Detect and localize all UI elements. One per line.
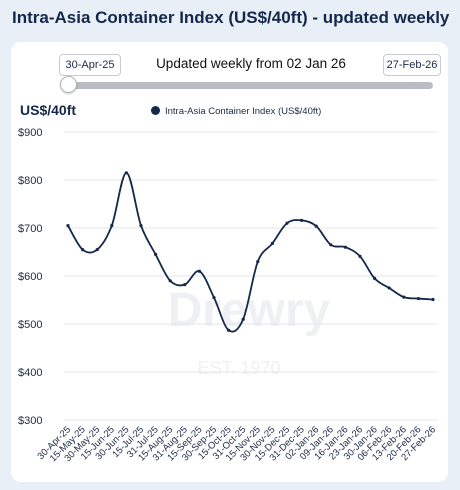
data-point[interactable] — [212, 296, 216, 300]
date-range-slider[interactable] — [66, 82, 433, 89]
data-point[interactable] — [168, 279, 172, 283]
y-axis-label: US$/40ft — [20, 102, 77, 118]
data-point[interactable] — [110, 224, 114, 228]
y-tick-label: $400 — [18, 367, 42, 379]
series-line — [67, 171, 434, 333]
legend-marker — [151, 106, 160, 115]
data-point[interactable] — [343, 245, 347, 249]
line-chart: Drewry EST. 1970 $900 $800 $700 $600 $500 $40… — [18, 127, 438, 464]
chart-card: 30-Apr-25 Updated weekly from 02 Jan 26 … — [11, 42, 448, 482]
data-point[interactable] — [139, 224, 143, 228]
data-point[interactable] — [431, 297, 435, 302]
legend-label: Intra-Asia Container Index (US$/40ft) — [165, 106, 322, 117]
y-tick-label: $700 — [18, 223, 42, 235]
data-point[interactable] — [256, 260, 260, 264]
y-tick-label: $600 — [18, 271, 42, 283]
y-tick-label: $300 — [18, 415, 42, 427]
range-end-date[interactable]: 27-Feb-26 — [383, 54, 441, 76]
data-point[interactable] — [124, 171, 128, 175]
data-point[interactable] — [183, 283, 187, 287]
range-caption: Updated weekly from 02 Jan 26 — [156, 56, 346, 71]
data-point[interactable] — [66, 224, 70, 228]
data-point[interactable] — [81, 248, 85, 252]
y-tick-label: $800 — [18, 175, 42, 187]
data-point[interactable] — [300, 218, 304, 222]
data-point[interactable] — [197, 269, 201, 273]
data-point[interactable] — [358, 254, 362, 258]
y-axis-ticks: $900 $800 $700 $600 $500 $400 $300 — [18, 127, 42, 427]
range-start-date[interactable]: 30-Apr-25 — [59, 54, 121, 76]
watermark-brand: Drewry — [168, 284, 331, 337]
data-point[interactable] — [329, 243, 333, 247]
data-point[interactable] — [373, 276, 377, 280]
x-axis-ticks: 30-Apr-2515-May-2530-May-2515-Jun-2530-J… — [35, 424, 438, 464]
data-point[interactable] — [241, 317, 245, 321]
data-point[interactable] — [285, 221, 289, 225]
watermark-est: EST. 1970 — [197, 358, 280, 378]
chart-grid — [64, 131, 437, 421]
data-point[interactable] — [314, 224, 318, 228]
data-point[interactable] — [227, 328, 231, 332]
series-points — [66, 171, 435, 332]
data-point[interactable] — [402, 295, 406, 299]
data-point[interactable] — [387, 286, 391, 290]
data-point[interactable] — [154, 252, 158, 256]
data-point[interactable] — [416, 296, 420, 301]
chart-legend[interactable]: Intra-Asia Container Index (US$/40ft) — [151, 106, 321, 117]
data-point[interactable] — [95, 248, 99, 252]
data-point[interactable] — [270, 241, 274, 245]
slider-handle[interactable] — [60, 76, 77, 93]
y-tick-label: $900 — [18, 127, 42, 139]
page-title: Intra-Asia Container Index (US$/40ft) - … — [12, 8, 450, 27]
y-tick-label: $500 — [18, 319, 42, 331]
